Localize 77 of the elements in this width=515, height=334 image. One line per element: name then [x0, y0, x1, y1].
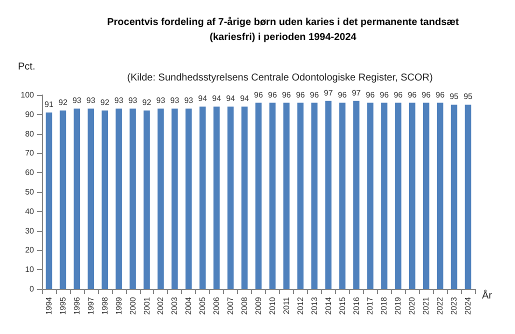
y-tick-label: 40 [25, 206, 35, 216]
data-label: 94 [198, 94, 208, 104]
data-label: 96 [268, 90, 278, 100]
data-label: 94 [212, 94, 222, 104]
y-tick-label: 90 [25, 110, 35, 119]
x-tick-label: 2005 [198, 296, 208, 315]
data-label: 92 [100, 98, 110, 108]
data-label: 96 [338, 90, 348, 100]
y-axis-title: Pct. [18, 62, 36, 72]
x-axis-title: År [482, 290, 493, 302]
data-label: 93 [170, 96, 180, 106]
x-tick-label: 2008 [240, 296, 250, 315]
x-tick-label: 2019 [394, 296, 403, 315]
y-tick-label: 50 [25, 188, 35, 196]
data-label: 93 [156, 96, 166, 106]
data-label: 96 [282, 90, 292, 100]
x-tick-label: 2017 [366, 296, 375, 315]
x-tick-label: 2018 [380, 296, 389, 315]
x-tick-label: 2002 [156, 296, 166, 315]
chart-subtitle: (Kilde: Sundhedsstyrelsens Centrale Odontologiske Register, SCOR) [127, 72, 433, 84]
y-tick-label: 100 [20, 90, 35, 100]
x-tick-label: 1999 [114, 296, 124, 315]
x-tick-label: 1997 [86, 296, 96, 315]
data-label: 93 [72, 96, 82, 106]
x-tick-label: 2013 [310, 296, 319, 315]
x-tick-label: 2015 [338, 296, 347, 315]
x-tick-label: 2009 [254, 296, 263, 315]
data-label: 93 [86, 96, 96, 106]
x-tick-label: 2014 [324, 296, 333, 315]
x-tick-label: 2007 [226, 296, 236, 315]
x-tick-label: 2011 [282, 296, 291, 314]
data-label: 95 [464, 92, 474, 102]
y-tick-label: 0 [30, 284, 35, 294]
y-tick-label: 70 [25, 148, 35, 158]
x-tick-label: 2010 [268, 296, 277, 315]
x-tick-label: 2006 [212, 296, 222, 315]
data-label: 93 [184, 96, 194, 106]
data-label: 97 [352, 88, 362, 98]
data-label: 92 [58, 98, 68, 108]
x-tick-label: 2022 [436, 296, 445, 315]
x-tick-label: 2000 [128, 296, 138, 315]
data-label: 96 [296, 90, 306, 100]
data-label: 97 [324, 88, 334, 98]
x-tick-label: 2016 [352, 296, 361, 315]
x-tick-label: 2021 [422, 296, 431, 315]
x-tick-label: 1994 [44, 296, 54, 315]
data-label: 96 [422, 90, 432, 100]
data-label: 92 [142, 98, 152, 108]
data-label: 93 [114, 96, 124, 106]
data-label: 93 [128, 96, 138, 106]
y-tick-label: 30 [25, 226, 35, 236]
data-label: 96 [310, 90, 320, 100]
x-tick-label: 2023 [450, 296, 459, 315]
data-label: 94 [226, 94, 236, 104]
x-tick-label: 2003 [170, 296, 180, 315]
x-tick-label: 2024 [464, 296, 473, 315]
data-label: 94 [240, 94, 250, 104]
y-tick-label: 20 [25, 246, 35, 255]
data-label: 95 [450, 92, 460, 102]
x-tick-label: 2012 [296, 296, 305, 315]
x-tick-label: 2004 [184, 296, 194, 315]
y-tick-label: 80 [25, 129, 35, 138]
y-tick-label: 10 [25, 265, 35, 274]
data-label: 96 [408, 90, 418, 100]
chart-title: Procentvis fordeling af 7-årige børn uden karies i det permanente tandsæt (kariesfri) i perioden 1994-2024 [107, 16, 460, 43]
data-label: 96 [366, 90, 376, 100]
data-label: 96 [394, 90, 404, 100]
x-tick-label: 2001 [142, 296, 152, 315]
y-tick-label: 60 [25, 168, 35, 178]
data-label: 91 [44, 100, 54, 109]
x-tick-label: 1996 [72, 296, 82, 315]
x-tick-label: 1998 [100, 296, 110, 315]
x-tick-label: 2020 [408, 296, 417, 315]
x-tick-label: 1995 [58, 296, 68, 315]
data-label: 96 [254, 90, 264, 100]
data-label: 96 [436, 90, 446, 100]
data-label: 96 [380, 90, 390, 100]
